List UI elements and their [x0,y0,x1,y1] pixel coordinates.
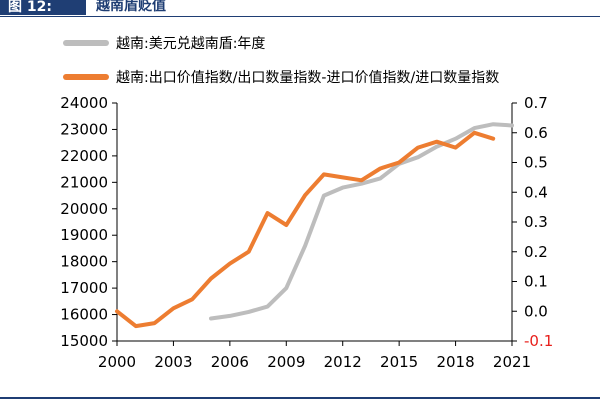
right-y-tick-label: 0.6 [524,124,548,142]
left-y-tick-label: 15000 [60,332,108,350]
left-y-tick-label: 16000 [60,306,108,324]
figure-number: 图 12: [0,0,86,15]
x-tick-label: 2006 [211,353,249,371]
left-y-tick-label: 24000 [60,94,108,112]
x-tick-label: 2003 [154,353,192,371]
legend: 越南:美元兑越南盾:年度 越南:出口价值指数/出口数量指数-进口价值指数/进口数… [63,36,499,86]
series-lines [115,122,514,329]
left-y-tick-label: 22000 [60,147,108,165]
right-y-tick-label: 0.3 [524,213,548,231]
figure-title: 越南盾贬值 [96,0,166,14]
right-y-tick-label: 0.7 [524,94,548,112]
legend-label-exchange-rate: 越南:美元兑越南盾:年度 [116,36,265,52]
legend-label-terms-of-trade: 越南:出口价值指数/出口数量指数-进口价值指数/进口数量指数 [116,70,499,86]
x-tick-label: 2012 [324,353,362,371]
series-line-exchange-rate [209,122,514,321]
right-y-axis-ticks: -0.1 0.0 0.1 0.2 0.3 0.4 0.5 0.6 0.7 [512,94,553,350]
footer-divider [0,397,600,399]
x-tick-label: 2018 [436,353,474,371]
series-line-terms-of-trade [115,130,496,329]
x-tick-label: 2021 [493,353,531,371]
x-tick-label: 2000 [98,353,136,371]
figure-header: 图 12: 越南盾贬值 [0,0,600,15]
x-axis-ticks: 2000 2003 2006 2009 2012 2015 2018 2021 [98,341,531,371]
left-y-tick-label: 19000 [60,226,108,244]
right-y-tick-label: 0.0 [524,302,548,320]
left-y-tick-label: 21000 [60,173,108,191]
left-y-tick-label: 18000 [60,253,108,271]
x-tick-label: 2009 [267,353,305,371]
right-y-tick-label: 0.2 [524,243,548,261]
right-y-tick-label: -0.1 [524,332,553,350]
left-y-tick-label: 20000 [60,200,108,218]
header-divider [0,16,600,17]
right-y-tick-label: 0.5 [524,154,548,172]
x-tick-label: 2015 [380,353,418,371]
left-y-axis-ticks: 15000 16000 17000 18000 19000 20000 21000 22000… [60,94,117,350]
right-y-tick-label: 0.4 [524,183,548,201]
right-y-tick-label: 0.1 [524,273,548,291]
left-y-tick-label: 17000 [60,279,108,297]
left-y-tick-label: 23000 [60,120,108,138]
